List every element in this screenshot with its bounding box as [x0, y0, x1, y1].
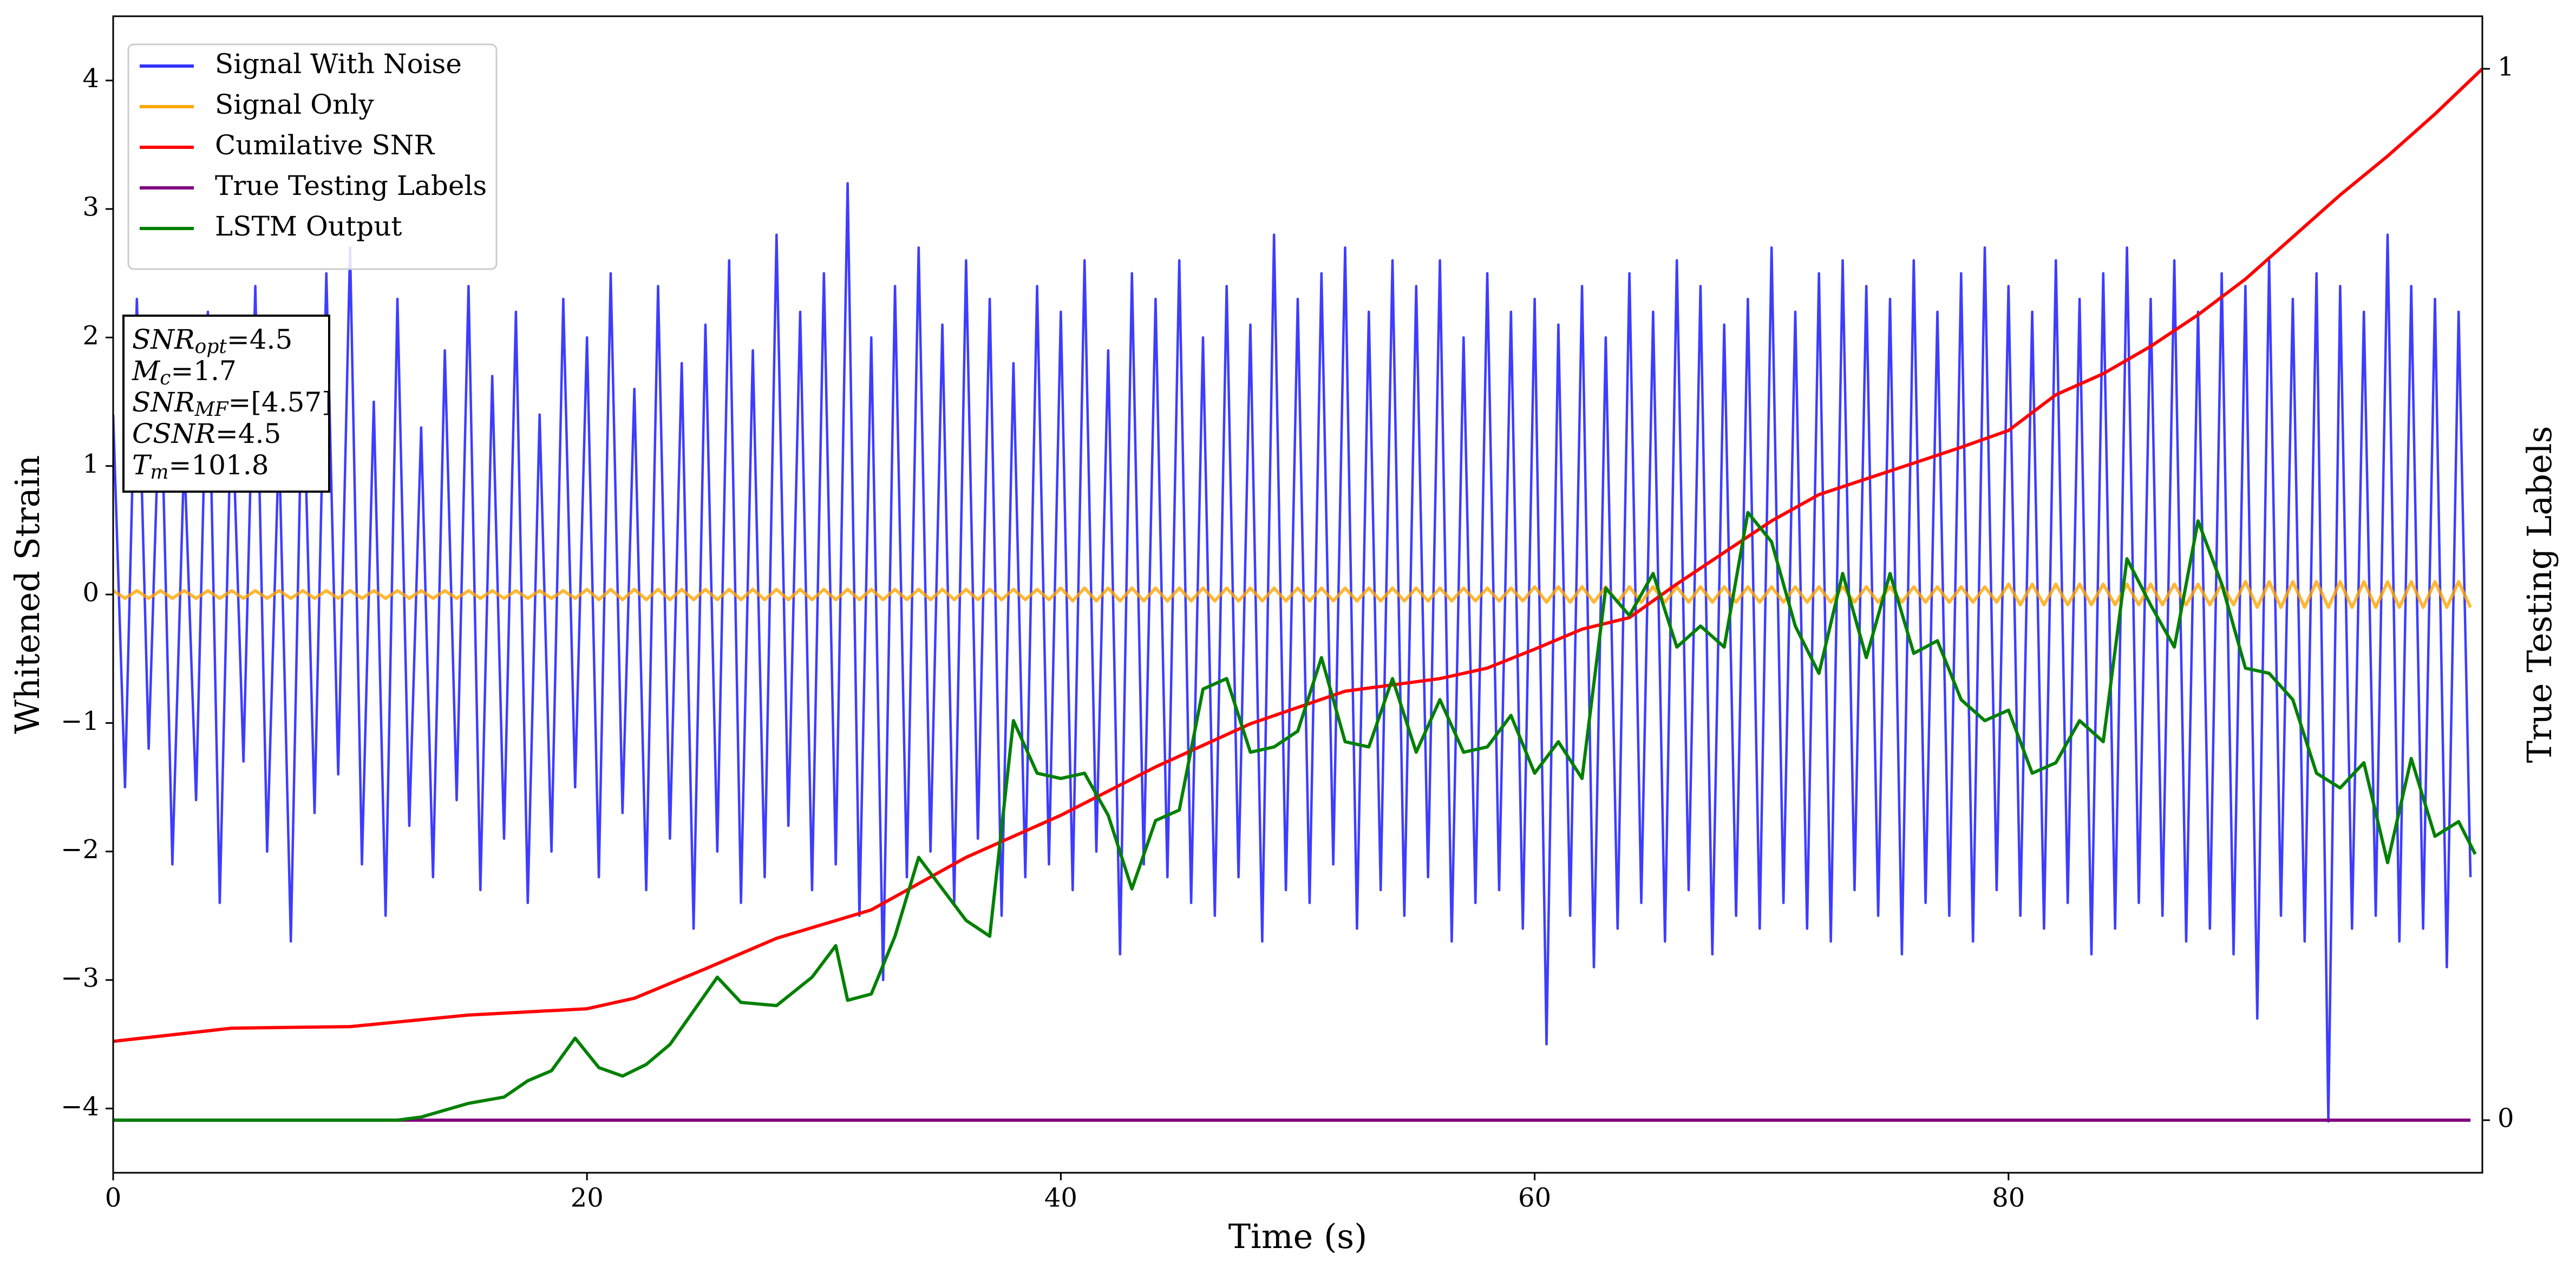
- annotation-subscript: MF: [194, 398, 230, 421]
- legend-label: Signal With Noise: [215, 48, 462, 80]
- legend: Signal With Noise Signal Only Cumilative S…: [127, 43, 498, 270]
- annotation-text: Mc=1.7: [132, 355, 237, 389]
- annotation-value: =101.8: [169, 449, 269, 481]
- annotation-symbol: T: [132, 449, 152, 481]
- annotation-text: CSNR=4.5: [132, 418, 281, 449]
- series-line: [113, 511, 2477, 1122]
- annotation-text: SNRopt=4.5: [132, 324, 292, 358]
- annotation-subscript: c: [160, 367, 171, 389]
- annotation-value: =[4.57]: [228, 387, 332, 418]
- y-tick-label: 2: [82, 321, 99, 351]
- x-tick-label: 0: [105, 1183, 122, 1213]
- x-tick-label: 80: [1992, 1183, 2025, 1213]
- legend-label: Signal Only: [215, 89, 374, 120]
- y-tick-label: 0: [82, 578, 99, 608]
- y2-tick-label: 1: [2497, 52, 2514, 82]
- y2-axis-label: True Testing Labels: [2520, 426, 2559, 763]
- x-tick-label: 40: [1044, 1183, 1077, 1213]
- y-axis-label: Whitened Strain: [8, 455, 47, 734]
- legend-label: Cumilative SNR: [215, 129, 435, 161]
- annotation-value: =1.7: [171, 355, 236, 387]
- annotation-value: =4.5: [227, 324, 292, 355]
- y-tick-label: 4: [82, 63, 99, 94]
- y-tick-label: 3: [82, 192, 99, 223]
- series-line: [113, 580, 2472, 609]
- annotation-value: =4.5: [215, 418, 281, 449]
- plot-area: [113, 67, 2482, 1123]
- x-tick-label: 20: [571, 1183, 604, 1213]
- y-tick-label: −1: [61, 706, 99, 736]
- annotation-symbol: SNR: [132, 324, 195, 355]
- x-tick-label: 60: [1518, 1183, 1551, 1213]
- series-group: [113, 67, 2482, 1123]
- y-tick-label: −4: [61, 1092, 99, 1122]
- annotation-box: [122, 315, 330, 493]
- annotation-symbol: SNR: [132, 387, 195, 418]
- legend-label: True Testing Labels: [215, 170, 487, 201]
- y2-tick-label: 0: [2497, 1103, 2514, 1133]
- annotation-symbol: M: [132, 355, 161, 387]
- series-line: [113, 67, 2482, 1043]
- annotation-text: SNRMF=[4.57]: [132, 387, 332, 421]
- legend-label: LSTM Output: [215, 211, 402, 242]
- annotation-text: Tm=101.8: [132, 449, 269, 484]
- legend-box: [127, 43, 498, 270]
- series-line: [113, 182, 2472, 1123]
- y-tick-label: −2: [61, 834, 99, 865]
- x-axis-label: Time (s): [1228, 1217, 1368, 1256]
- y-tick-label: 1: [82, 449, 99, 479]
- annotation-subscript: m: [150, 461, 168, 484]
- annotation-symbol: CSNR: [132, 418, 215, 449]
- y-tick-label: −3: [61, 963, 99, 994]
- annotation-subscript: opt: [195, 336, 227, 358]
- annotation: SNRopt=4.5Mc=1.7SNRMF=[4.57]CSNR=4.5Tm=1…: [122, 315, 332, 493]
